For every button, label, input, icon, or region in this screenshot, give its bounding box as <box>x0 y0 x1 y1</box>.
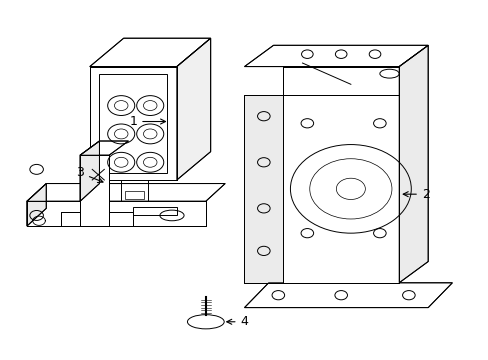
Bar <box>133 207 177 215</box>
Polygon shape <box>244 95 283 283</box>
Polygon shape <box>80 155 109 226</box>
Polygon shape <box>90 38 210 67</box>
Polygon shape <box>61 212 80 226</box>
Text: 2: 2 <box>403 188 429 201</box>
Polygon shape <box>244 283 451 307</box>
Polygon shape <box>283 95 398 283</box>
Text: 3: 3 <box>76 166 103 183</box>
Polygon shape <box>398 45 427 283</box>
Polygon shape <box>27 201 205 226</box>
Polygon shape <box>177 38 210 180</box>
Polygon shape <box>27 184 46 226</box>
Text: 1: 1 <box>129 115 165 128</box>
Polygon shape <box>27 184 224 201</box>
Text: 4: 4 <box>226 315 248 328</box>
Polygon shape <box>283 67 398 95</box>
Polygon shape <box>80 141 99 201</box>
Polygon shape <box>109 212 133 226</box>
Polygon shape <box>244 45 427 67</box>
Polygon shape <box>80 141 128 155</box>
Polygon shape <box>90 67 177 180</box>
